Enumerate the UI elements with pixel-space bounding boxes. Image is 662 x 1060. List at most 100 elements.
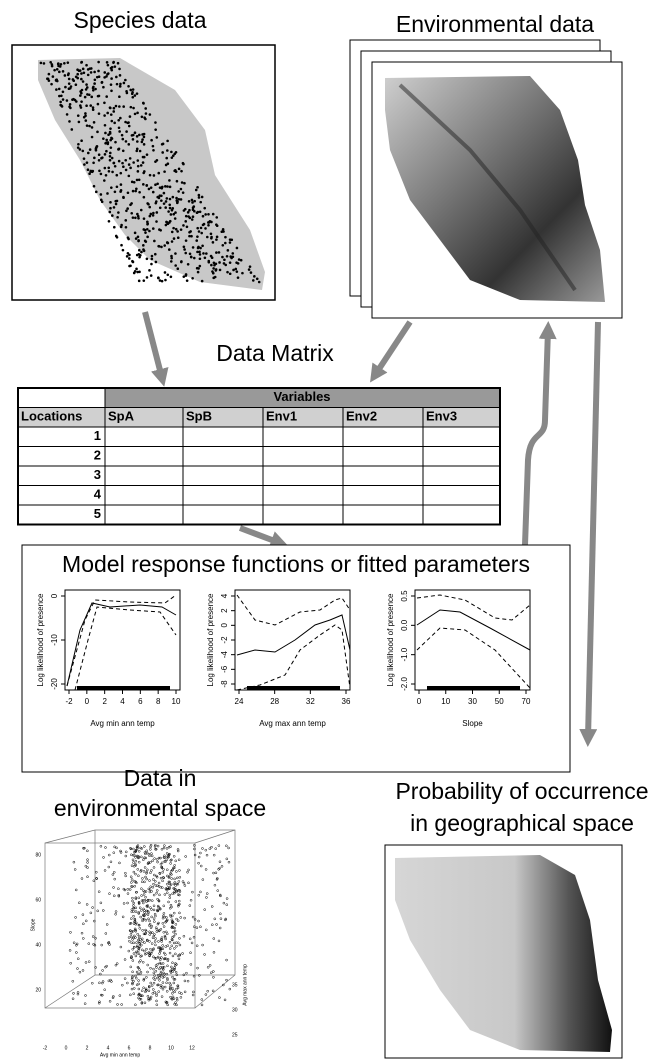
species-points	[39, 60, 261, 284]
species-point	[103, 166, 107, 170]
env-point	[132, 847, 135, 851]
species-point	[177, 190, 180, 193]
env-point	[85, 903, 89, 906]
env-point	[130, 878, 134, 881]
env-point	[140, 847, 143, 850]
species-point	[162, 191, 166, 195]
species-point	[76, 114, 80, 117]
env-point	[187, 881, 190, 885]
species-point	[118, 67, 121, 71]
env-point	[71, 997, 75, 1000]
env-point	[165, 888, 168, 891]
env-point	[155, 1003, 159, 1007]
env-point	[133, 884, 136, 888]
env-point	[157, 856, 161, 860]
env-point	[148, 940, 151, 943]
env-point	[137, 860, 141, 864]
env-point	[150, 869, 153, 872]
species-point	[172, 226, 175, 230]
species-point	[122, 105, 125, 108]
species-point	[197, 267, 200, 270]
env-point	[87, 942, 91, 945]
env-point	[123, 958, 127, 961]
x-tick-label: 10	[441, 697, 450, 706]
env-point	[138, 960, 141, 964]
species-point	[110, 68, 114, 72]
species-point	[112, 161, 116, 165]
env-point	[172, 911, 176, 915]
y-tick-label: 0	[50, 593, 59, 598]
env-point	[191, 915, 195, 919]
env-point	[199, 925, 202, 929]
cell	[262, 446, 344, 467]
species-point	[113, 121, 116, 125]
species-point	[144, 231, 147, 234]
species-point	[131, 138, 135, 141]
species-point	[194, 188, 198, 192]
species-point	[248, 265, 252, 268]
env-point	[114, 910, 118, 913]
matrix-blank	[17, 387, 106, 408]
env-point	[114, 963, 118, 967]
env-point	[140, 1001, 144, 1004]
species-point	[228, 272, 232, 276]
cell	[104, 504, 184, 525]
env-point	[159, 949, 162, 953]
species-point	[91, 106, 95, 109]
env-point	[82, 922, 85, 926]
env-point	[222, 901, 226, 905]
env-point	[189, 951, 192, 954]
species-point	[235, 270, 239, 273]
env-point	[158, 974, 162, 978]
env-point	[167, 900, 170, 904]
species-point	[115, 82, 119, 86]
x-tick-label: 0	[85, 697, 90, 706]
env-point	[134, 896, 138, 899]
species-point	[253, 275, 256, 278]
species-point	[222, 262, 226, 265]
env-point	[164, 957, 168, 961]
species-point	[143, 239, 147, 243]
env-point	[183, 916, 186, 920]
species-point	[96, 102, 100, 106]
env-point	[129, 956, 133, 960]
env-point	[160, 938, 164, 942]
env-point	[173, 990, 176, 994]
species-point	[154, 201, 158, 205]
species-point	[221, 243, 225, 247]
species-point	[146, 223, 149, 226]
species-point	[211, 212, 215, 216]
species-point	[103, 114, 106, 117]
species-point	[110, 186, 113, 189]
env-point	[191, 993, 195, 997]
env-point	[164, 860, 167, 863]
env-point	[135, 921, 138, 925]
env-point	[171, 975, 174, 979]
env-point	[186, 979, 190, 983]
y-tick-label: -4	[220, 651, 229, 659]
species-point	[133, 131, 137, 135]
species-point	[79, 106, 83, 109]
env-point	[99, 972, 102, 976]
species-point	[201, 223, 205, 227]
env-point	[148, 919, 151, 923]
env-point	[134, 910, 138, 913]
env-point	[161, 922, 165, 925]
species-point	[103, 76, 106, 79]
row-label: 1	[94, 428, 101, 443]
species-point	[108, 106, 112, 109]
species-point	[187, 215, 190, 218]
env-point	[138, 968, 141, 971]
env-point	[149, 848, 152, 851]
env-point	[130, 941, 133, 945]
species-point	[94, 148, 98, 152]
env-point	[138, 945, 142, 948]
species-point	[214, 268, 218, 271]
species-point	[116, 61, 120, 65]
env-point	[142, 986, 145, 990]
env-point	[149, 871, 152, 874]
species-point	[198, 264, 202, 268]
species-point	[232, 268, 235, 272]
env-point	[165, 916, 168, 919]
env-point	[163, 893, 167, 896]
